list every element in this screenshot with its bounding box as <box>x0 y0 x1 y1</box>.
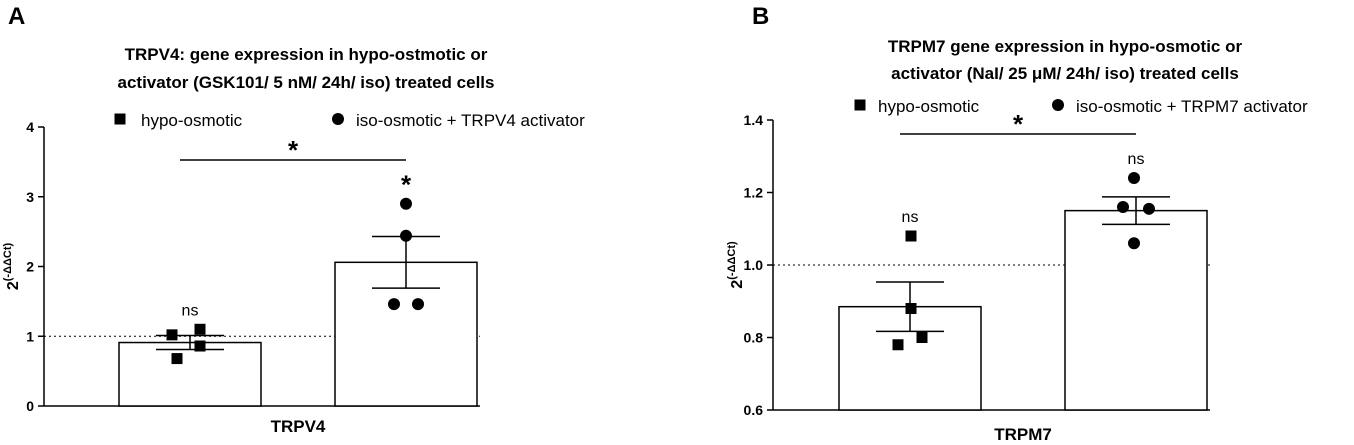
chart-title-line: activator (GSK101/ 5 nM/ 24h/ iso) treat… <box>118 73 495 92</box>
y-tick-label: 0.8 <box>744 330 764 346</box>
legend-label: iso-osmotic + TRPV4 activator <box>356 111 585 130</box>
data-point <box>905 230 917 242</box>
legend-label: iso-osmotic + TRPM7 activator <box>1076 97 1308 116</box>
legend-label: hypo-osmotic <box>141 111 243 130</box>
significance-annotation: ns <box>1128 151 1145 168</box>
data-point <box>892 339 904 351</box>
y-tick-label: 3 <box>26 189 34 205</box>
significance-annotation: * <box>401 170 412 200</box>
y-axis-label: 2(-ΔΔCt) <box>726 241 746 289</box>
significance-annotation: ns <box>182 302 199 319</box>
y-axis-label: 2(-ΔΔCt) <box>2 243 22 291</box>
x-axis-label: TRPM7 <box>994 425 1052 440</box>
data-point <box>1117 201 1129 213</box>
y-tick-label: 4 <box>26 119 34 135</box>
data-point <box>1143 202 1155 215</box>
legend-circle-marker <box>332 113 344 125</box>
y-tick-label: 0.6 <box>744 402 764 418</box>
panel-label: B <box>752 3 769 30</box>
chart-title-line: TRPV4: gene expression in hypo-ostmotic … <box>125 45 488 64</box>
legend-square-marker <box>114 113 126 125</box>
data-point <box>905 303 917 314</box>
y-tick-label: 1.4 <box>744 112 764 128</box>
y-tick-label: 2 <box>26 259 34 275</box>
y-tick-label: 1 <box>26 328 34 344</box>
data-point <box>400 229 412 242</box>
data-point <box>166 329 178 341</box>
chart-panel-a: A TRPV4: gene expression in hypo-ostmotic… <box>2 3 585 436</box>
y-tick-label: 1.0 <box>744 257 764 273</box>
comparison-star: * <box>1013 109 1024 139</box>
data-point <box>194 323 206 335</box>
data-point <box>171 353 183 365</box>
legend-circle-marker <box>1052 99 1064 111</box>
legend-label: hypo-osmotic <box>878 97 980 116</box>
data-point <box>1128 172 1140 184</box>
data-point <box>388 298 400 311</box>
y-tick-label: 0 <box>26 398 34 414</box>
data-point <box>400 197 412 210</box>
comparison-star: * <box>288 135 299 165</box>
significance-annotation: ns <box>902 209 919 226</box>
panel-label: A <box>8 3 25 30</box>
data-point <box>412 298 424 311</box>
data-point <box>1128 237 1140 250</box>
y-tick-label: 1.2 <box>744 185 764 201</box>
chart-title-line: activator (NaI/ 25 μM/ 24h/ iso) treated… <box>891 64 1239 83</box>
bar <box>118 341 262 407</box>
x-axis-label: TRPV4 <box>271 417 326 436</box>
data-point <box>194 340 206 352</box>
data-point <box>916 332 928 343</box>
chart-panel-b: B TRPM7 gene expression in hypo-osmotic o… <box>726 3 1308 444</box>
legend-square-marker <box>854 99 866 111</box>
chart-title-line: TRPM7 gene expression in hypo-osmotic or <box>888 37 1243 56</box>
